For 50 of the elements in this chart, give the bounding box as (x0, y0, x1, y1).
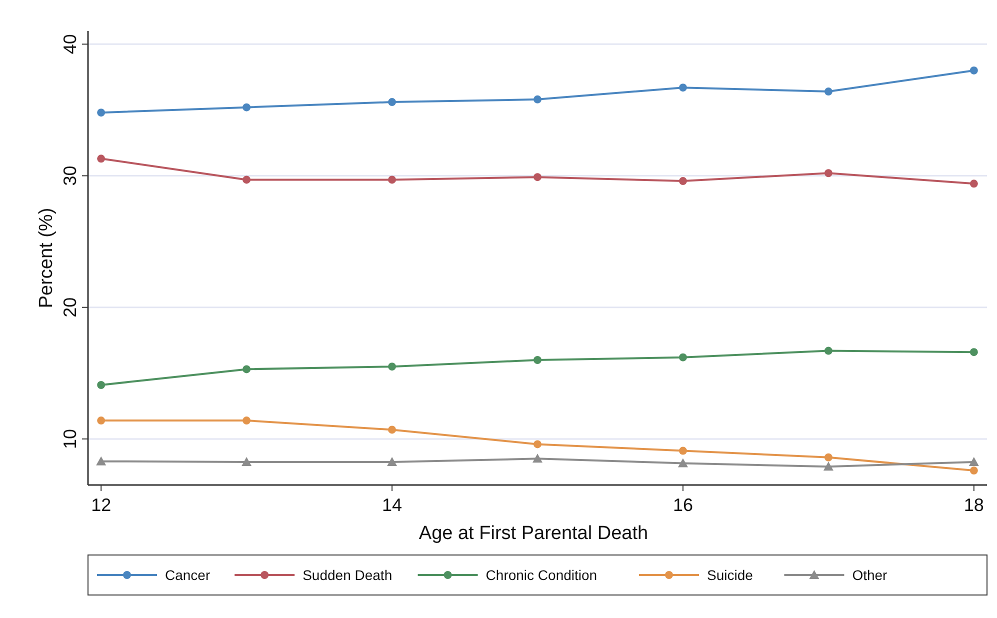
legend-label: Cancer (165, 567, 210, 583)
point (387, 456, 398, 466)
point (534, 173, 542, 182)
y-axis-title: Percent (%) (36, 208, 57, 308)
point (97, 154, 106, 163)
point (242, 416, 251, 425)
y-tick-label: 30 (60, 166, 80, 186)
legend-label: Other (852, 567, 888, 583)
x-axis-title: Age at First Parental Death (418, 523, 648, 544)
point (388, 362, 396, 371)
y-tick-label: 40 (60, 34, 80, 54)
x-tick-label: 18 (964, 495, 984, 515)
point (242, 456, 252, 466)
y-tick-label: 20 (60, 297, 80, 318)
point (824, 88, 832, 96)
point (97, 108, 106, 117)
point (388, 98, 396, 106)
point (824, 346, 832, 355)
point (534, 95, 542, 104)
point (968, 456, 979, 466)
point (534, 356, 542, 364)
point (242, 103, 251, 112)
point (678, 446, 687, 455)
point (242, 365, 251, 374)
point (824, 453, 832, 462)
point (823, 462, 834, 471)
legend-label: Suicide (707, 567, 754, 583)
point (388, 176, 396, 184)
y-tick-label: 10 (60, 428, 80, 449)
point (678, 458, 688, 468)
point (678, 177, 687, 186)
point (532, 454, 542, 463)
point (96, 456, 106, 466)
point (678, 84, 687, 92)
point (97, 380, 106, 389)
point (970, 66, 978, 74)
legend-label: Sudden Death (302, 567, 392, 583)
x-tick-label: 12 (91, 495, 112, 515)
point (534, 440, 542, 448)
legend-label: Chronic Condition (486, 567, 598, 583)
point (970, 180, 978, 188)
point (242, 176, 251, 184)
point (678, 353, 687, 362)
point (970, 466, 978, 475)
x-tick-label: 14 (382, 495, 402, 515)
point (388, 426, 396, 434)
point (824, 169, 832, 178)
point (970, 348, 978, 356)
point (97, 416, 106, 425)
x-tick-label: 16 (672, 495, 693, 515)
